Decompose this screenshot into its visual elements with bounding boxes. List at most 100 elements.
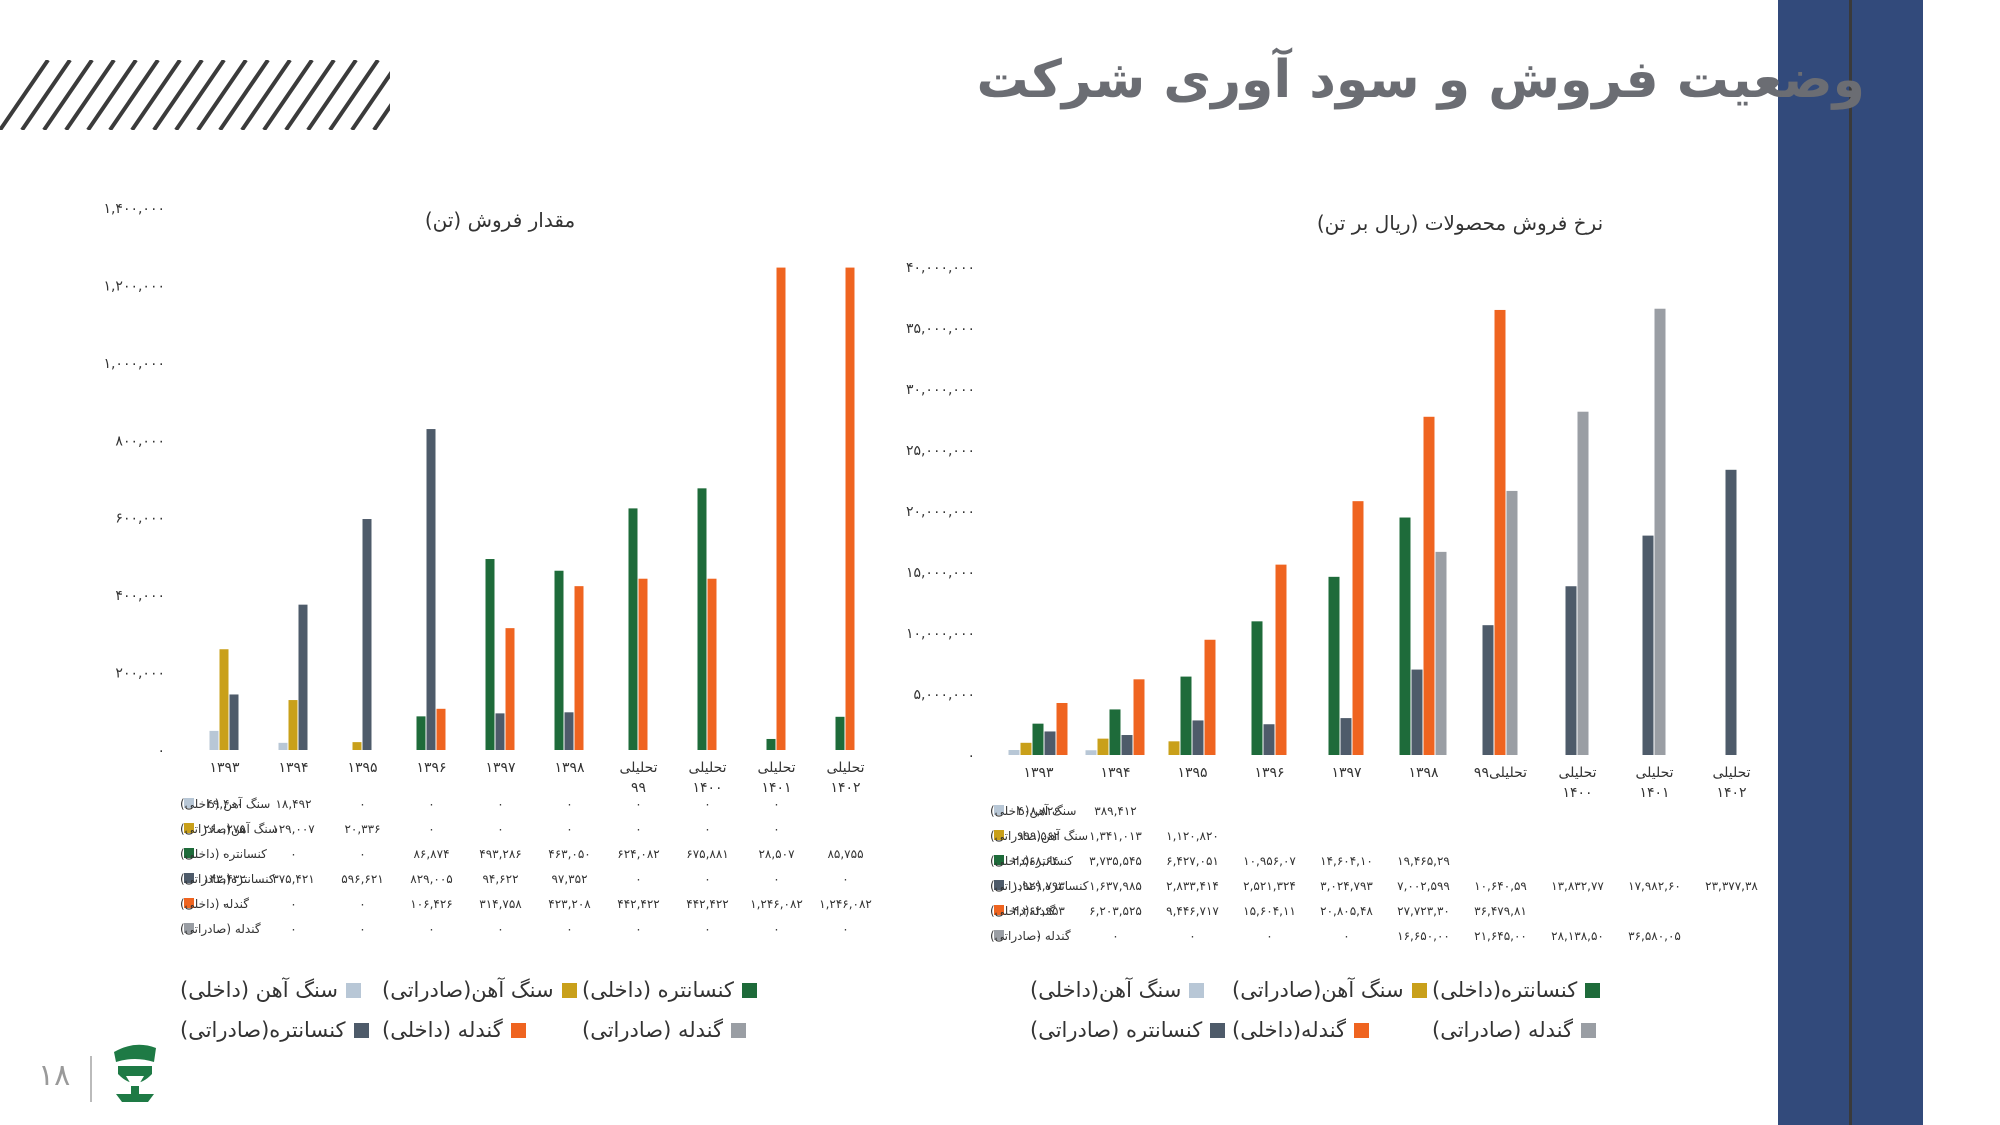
x-tick-label: ۱۴۰۲ xyxy=(1716,785,1746,801)
table-cell: ۰ xyxy=(704,872,710,886)
table-cell: ۶۲۴,۰۸۲ xyxy=(617,847,660,861)
legend-item: سنگ آهن(صادراتی) xyxy=(382,978,577,1002)
charts-canvas: مقدار فروش (تن) ۰ ۲۰۰,۰۰۰ ۴۰۰,۰۰۰ ۶۰۰,۰۰۰ ۸۰۰… xyxy=(103,201,1758,944)
bar xyxy=(574,586,584,750)
bar xyxy=(1435,551,1447,755)
table-cell: ۴۹۳,۲۸۶ xyxy=(479,847,522,861)
table-swatch xyxy=(184,898,194,908)
x-tick-label: ۱۳۹۸ xyxy=(1408,765,1439,781)
x-tick-label: تحلیلی xyxy=(1635,765,1673,781)
table-cell: ۱۸,۴۹۲ xyxy=(275,797,311,811)
x-tick-label: ۱۳۹۷ xyxy=(485,760,516,776)
table-row-label: کنسانتره (داخلی) xyxy=(180,847,267,862)
table-cell: ۰ xyxy=(221,847,227,861)
table-cell: ۴۲۳,۲۰۸ xyxy=(548,897,591,911)
legend-label: گندله (داخلی) xyxy=(382,1018,503,1042)
legend-item: سنگ آهن (داخلی) xyxy=(180,978,361,1002)
x-tick-label: ۱۳۹۸ xyxy=(554,760,585,776)
bar xyxy=(564,712,574,750)
table-cell: ۹۴,۶۲۲ xyxy=(482,872,518,886)
bar xyxy=(1506,490,1518,755)
y-tick-label: ۱۰,۰۰۰,۰۰۰ xyxy=(906,626,975,642)
y-tick-label: ۰ xyxy=(157,743,165,759)
table-swatch xyxy=(994,855,1004,865)
x-tick-label: ۱۳۹۳ xyxy=(1023,765,1054,781)
x-tick-label: ۱۳۹۳ xyxy=(209,760,240,776)
y-tick-label: ۰ xyxy=(967,748,975,764)
table-cell: ۲,۵۲۱,۳۲۴ xyxy=(1243,879,1296,893)
table-cell: ۰ xyxy=(221,897,227,911)
legend-item: کنسانتره (صادراتی) xyxy=(1030,1018,1226,1042)
table-cell: ۰ xyxy=(566,922,572,936)
table-cell: ۰ xyxy=(497,797,503,811)
table-swatch xyxy=(994,830,1004,840)
table-cell: ۲۰,۸۰۵,۴۸ xyxy=(1320,904,1373,918)
table-cell: ۲۶۰,۲۷۵ xyxy=(203,822,246,836)
bar xyxy=(1056,702,1068,755)
x-tick-label: تحلیلی۹۹ xyxy=(1474,765,1527,781)
legend-label: سنگ آهن(صادراتی) xyxy=(1232,978,1404,1002)
table-cell: ۳۷۵,۴۲۱ xyxy=(272,872,315,886)
table-cell: ۰ xyxy=(704,797,710,811)
chart-title: نرخ فروش محصولات (ریال بر تن) xyxy=(1317,211,1603,235)
y-tick-label: ۳۵,۰۰۰,۰۰۰ xyxy=(906,321,975,337)
x-tick-label: تحلیلی xyxy=(826,760,864,776)
table-cell: ۱۳,۸۳۲,۷۷ xyxy=(1551,879,1604,893)
table-swatch xyxy=(184,873,194,883)
table-cell: ۴۹,۴۰۰ xyxy=(206,797,242,811)
bar xyxy=(1340,718,1352,755)
table-cell: ۰ xyxy=(290,922,296,936)
table-cell: ۱۶,۶۵۰,۰۰ xyxy=(1397,929,1450,943)
bar xyxy=(416,716,426,750)
table-cell: ۱۴۳,۴۳۲ xyxy=(203,872,246,886)
table-cell: ۲۷,۷۲۳,۳۰ xyxy=(1397,904,1450,918)
x-tick-label: تحلیلی xyxy=(619,760,657,776)
table-cell: ۱,۲۴۶,۰۸۲ xyxy=(819,897,872,911)
table-cell: ۱۵,۶۰۴,۱۱ xyxy=(1243,904,1296,918)
table-cell: ۰ xyxy=(290,897,296,911)
bar xyxy=(1577,411,1589,755)
table-cell: ۱,۶۳۷,۹۸۵ xyxy=(1089,879,1142,893)
legend-label: کنسانتره(صادراتی) xyxy=(180,1018,346,1042)
table-cell: ۰ xyxy=(704,822,710,836)
table-swatch xyxy=(184,848,194,858)
table-cell: ۱۹,۴۶۵,۲۹ xyxy=(1397,854,1450,868)
bar xyxy=(1044,731,1056,755)
bar xyxy=(426,429,436,750)
bar xyxy=(554,570,564,750)
x-tick-label: ۱۳۹۶ xyxy=(1254,765,1284,781)
legend-label: گندله (صادراتی) xyxy=(1432,1018,1573,1042)
legend-item: گندله (صادراتی) xyxy=(1432,1018,1596,1042)
table-row-label: کنسانتره(داخلی) xyxy=(990,854,1073,869)
table-cell: ۱,۹۲۹,۷۹۳ xyxy=(1012,879,1065,893)
x-tick-label: ۱۳۹۷ xyxy=(1331,765,1362,781)
bar xyxy=(1097,738,1109,755)
bar xyxy=(1263,724,1275,755)
legend-item: کنسانتره (داخلی) xyxy=(582,978,757,1002)
bar xyxy=(707,578,717,750)
x-tick-label: تحلیلی xyxy=(1712,765,1750,781)
page-number: ۱۸ xyxy=(38,1058,71,1093)
table-row-label: کنسانتره(صادراتی) xyxy=(180,872,275,887)
x-tick-label: ۱۳۹۴ xyxy=(1100,765,1130,781)
table-cell: ۱۲۹,۰۰۷ xyxy=(272,822,315,836)
bar xyxy=(1328,576,1340,755)
legend-swatch xyxy=(1585,982,1601,998)
bar xyxy=(505,628,515,750)
bar xyxy=(1399,517,1411,755)
bar xyxy=(835,716,845,750)
bar xyxy=(288,700,298,750)
y-tick-label: ۴۰,۰۰۰,۰۰۰ xyxy=(906,260,975,276)
legend-swatch xyxy=(1189,982,1205,998)
table-cell: ۶,۲۰۳,۵۲۵ xyxy=(1089,904,1142,918)
table-cell: ۲,۸۳۳,۴۱۴ xyxy=(1166,879,1219,893)
table-cell: ۰ xyxy=(1266,929,1272,943)
legend-item: گندله (داخلی) xyxy=(382,1018,526,1042)
table-cell: ۱,۲۴۶,۰۸۲ xyxy=(750,897,803,911)
table-cell: ۰ xyxy=(1343,929,1349,943)
bar xyxy=(1121,735,1133,755)
bar xyxy=(1352,501,1364,755)
bar xyxy=(1565,586,1577,755)
table-swatch xyxy=(994,880,1004,890)
table-cell: ۲۸,۵۰۷ xyxy=(758,847,795,861)
